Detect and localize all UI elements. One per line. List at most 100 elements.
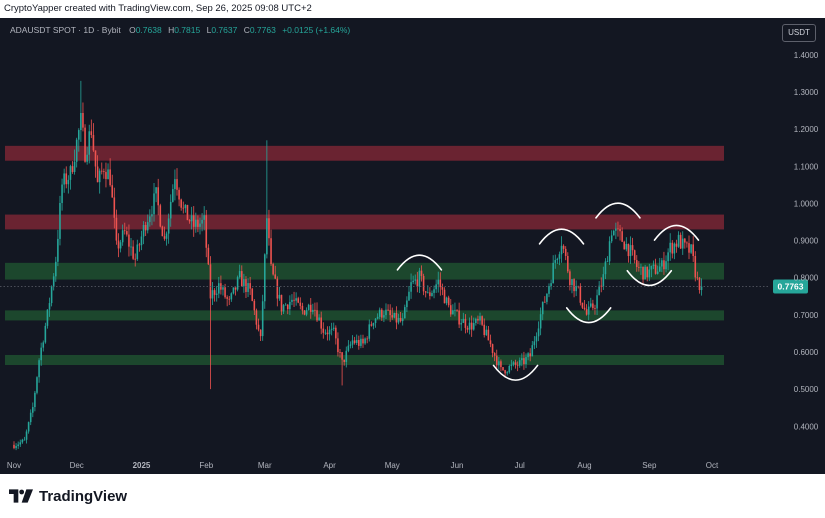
candle-body [452, 310, 454, 315]
candle-body [218, 283, 220, 294]
candle-body [195, 219, 197, 227]
candle-body [209, 264, 212, 299]
price-chart[interactable]: 0.7763 1.4000 1.3000 1.2000 1.1000 1.0000 0.90… [0, 18, 825, 474]
candle-body [663, 260, 665, 270]
open-label: O [129, 25, 136, 35]
candle-body [63, 173, 65, 185]
candle-body [694, 255, 697, 278]
resistance-zone-0 [5, 145, 724, 161]
candle-body [581, 302, 584, 308]
candle-body [324, 332, 327, 334]
candle-body [360, 338, 362, 346]
arc-annotation-cap-6 [653, 224, 700, 241]
candle-body [90, 131, 93, 135]
footer: TradingView [0, 474, 825, 518]
candle-body [420, 270, 423, 276]
candle-body [594, 308, 596, 309]
arc-annotation-cap-4 [595, 202, 641, 219]
candle-body [422, 275, 425, 292]
candle-body [554, 260, 557, 263]
candle-body [161, 226, 164, 237]
x-tick-label: Aug [577, 461, 591, 470]
candle-body [178, 189, 180, 200]
candle-body [638, 266, 640, 268]
candle-body [203, 215, 205, 220]
y-tick-label: 1.2000 [794, 125, 819, 134]
candle-body [424, 291, 427, 293]
tradingview-logo[interactable]: TradingView [9, 485, 127, 507]
y-tick-label: 1.3000 [794, 88, 819, 97]
candle-body [318, 317, 320, 321]
candle-body [27, 422, 30, 432]
candle-body [571, 279, 573, 286]
candle-body [312, 309, 314, 312]
candle-body [259, 329, 262, 337]
candle-body [48, 303, 51, 310]
candle-body [372, 322, 375, 326]
candle-body [282, 305, 285, 312]
arc-annotation-cup-5 [626, 269, 673, 287]
candle-body [339, 352, 341, 353]
candle-body [228, 298, 231, 300]
candle-body [109, 169, 111, 186]
candle-body [138, 244, 141, 246]
chart-panel[interactable]: 0.7763 1.4000 1.3000 1.2000 1.1000 1.0000 0.90… [0, 18, 825, 474]
candle-body [243, 279, 245, 287]
candle-body [368, 324, 371, 339]
candle-body [73, 161, 76, 173]
currency-selector[interactable]: USDT [782, 24, 816, 42]
candle-body [251, 288, 254, 301]
candle-body [518, 360, 521, 366]
candle-body [652, 264, 655, 266]
tradingview-logo-icon [9, 489, 33, 503]
candle-body [514, 362, 517, 365]
candle-body [406, 300, 408, 308]
candle-body [366, 338, 368, 340]
candle-body [439, 279, 442, 288]
x-tick-label: Feb [199, 461, 213, 470]
candle-body [619, 228, 621, 232]
candle-body [130, 246, 132, 248]
candle-body [230, 293, 233, 300]
candle-body [426, 292, 429, 294]
candle-body [504, 370, 506, 374]
candle-body [410, 282, 412, 292]
candle-body [34, 392, 36, 408]
x-tick-label: Apr [323, 461, 336, 470]
candle-body [136, 244, 139, 260]
candle-body [65, 173, 68, 185]
candle-body [690, 244, 692, 253]
candle-body [107, 169, 109, 180]
candle-body [159, 205, 162, 227]
candle-body [316, 310, 318, 321]
candle-body [684, 238, 686, 243]
candle-body [564, 248, 567, 256]
candle-body [29, 412, 32, 423]
support-zone-4 [5, 354, 724, 365]
candle-body [525, 357, 527, 365]
candle-body [385, 309, 387, 316]
candle-body [610, 235, 613, 242]
candle-body [658, 266, 661, 272]
candle-body [355, 339, 358, 343]
candle-body [146, 222, 149, 231]
candle-body [558, 254, 561, 259]
y-tick-label: 1.1000 [794, 162, 819, 171]
candle-body [475, 318, 477, 324]
candle-body [498, 361, 500, 366]
candle-body [349, 344, 352, 346]
candle-body [105, 171, 107, 180]
candle-body [257, 324, 260, 330]
candle-body [263, 254, 266, 302]
candle-body [82, 113, 84, 128]
candle-body [88, 131, 91, 155]
candle-body [188, 220, 191, 222]
candle-body [381, 309, 383, 318]
candle-body [213, 290, 216, 295]
candle-body [86, 154, 88, 162]
candle-body [477, 318, 479, 321]
candle-body [625, 243, 628, 250]
candle-body [560, 245, 563, 255]
candle-body [205, 215, 208, 248]
candle-body [696, 277, 699, 279]
